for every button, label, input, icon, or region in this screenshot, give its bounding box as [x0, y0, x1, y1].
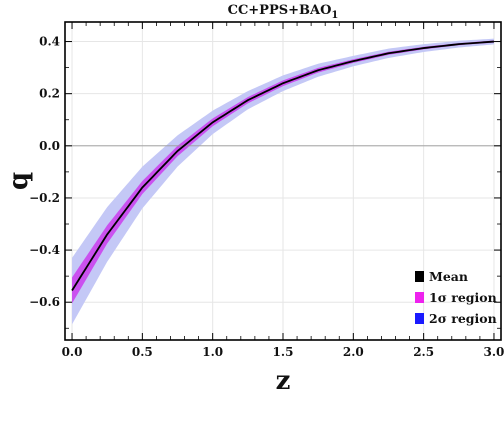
legend-swatch	[415, 292, 424, 303]
y-tick-label: 0.2	[39, 87, 60, 101]
mean-curve	[71, 40, 495, 291]
y-tick-label: 0.0	[39, 139, 60, 153]
legend-label: 1σ region	[429, 290, 497, 305]
x-axis-title: z	[276, 366, 291, 396]
y-ticks: −0.6 −0.4 −0.2 0.0 0.2 0.4	[29, 35, 501, 329]
legend-swatch	[415, 313, 424, 324]
mean-line	[71, 40, 495, 291]
legend: Mean 1σ region 2σ region	[415, 269, 497, 326]
x-tick-label: 3.0	[484, 345, 504, 359]
x-tick-label: 1.5	[273, 345, 294, 359]
y-tick-label: 0.4	[39, 35, 60, 49]
x-tick-label: 1.0	[202, 345, 223, 359]
x-tick-label: 0.0	[62, 345, 83, 359]
y-axis-title: q	[4, 172, 34, 190]
x-tick-label: 2.5	[413, 345, 434, 359]
legend-swatch	[415, 271, 424, 282]
band-2sigma-area	[72, 38, 494, 325]
chart-title: CC+PPS+BAO1	[228, 3, 339, 21]
band-2sigma	[72, 38, 494, 325]
legend-label: 2σ region	[429, 311, 497, 326]
y-tick-label: −0.6	[29, 295, 60, 309]
y-tick-label: −0.2	[29, 191, 60, 205]
x-tick-label: 0.5	[132, 345, 153, 359]
x-ticks: 0.0 0.5 1.0 1.5 2.0 2.5 3.0	[62, 22, 504, 359]
legend-label: Mean	[429, 269, 468, 284]
y-tick-label: −0.4	[29, 243, 60, 257]
x-tick-label: 2.0	[343, 345, 364, 359]
chart-title-subscript: 1	[331, 10, 338, 21]
